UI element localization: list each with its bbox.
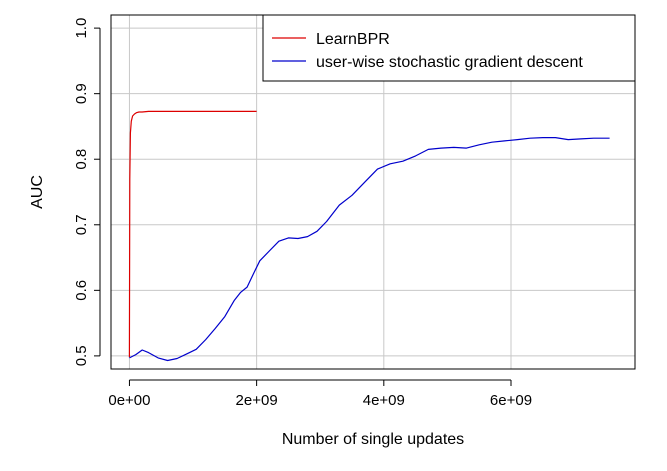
series-lines [128, 110, 610, 362]
legend-label-sgd: user-wise stochastic gradient descent [316, 54, 583, 71]
series-line-learnbpr [128, 110, 257, 358]
x-tick-label-2: 4e+09 [363, 392, 405, 409]
x-axis-title: Number of single updates [282, 431, 464, 448]
legend-label-learnbpr: LearnBPR [316, 31, 390, 48]
y-tick-label-3: 0.8 [73, 149, 90, 170]
y-tick-label-5: 1.0 [73, 18, 90, 39]
x-tick-label-0: 0e+00 [108, 392, 150, 409]
legend-box [262, 14, 636, 82]
series-line-user-wise-sgd [129, 137, 610, 362]
y-tick-label-0: 0.5 [73, 345, 90, 366]
legend: LearnBPR user-wise stochastic gradient d… [262, 14, 636, 82]
y-tick-label-2: 0.7 [73, 214, 90, 235]
y-tick-label-1: 0.6 [73, 280, 90, 301]
axes: 0e+00 2e+09 4e+09 6e+09 0.5 0.6 0.7 0.8 0.9 1.0 [73, 18, 532, 409]
x-tick-label-1: 2e+09 [236, 392, 278, 409]
y-axis-title: AUC [29, 175, 46, 209]
x-tick-label-3: 6e+09 [490, 392, 532, 409]
y-tick-label-4: 0.9 [73, 83, 90, 104]
